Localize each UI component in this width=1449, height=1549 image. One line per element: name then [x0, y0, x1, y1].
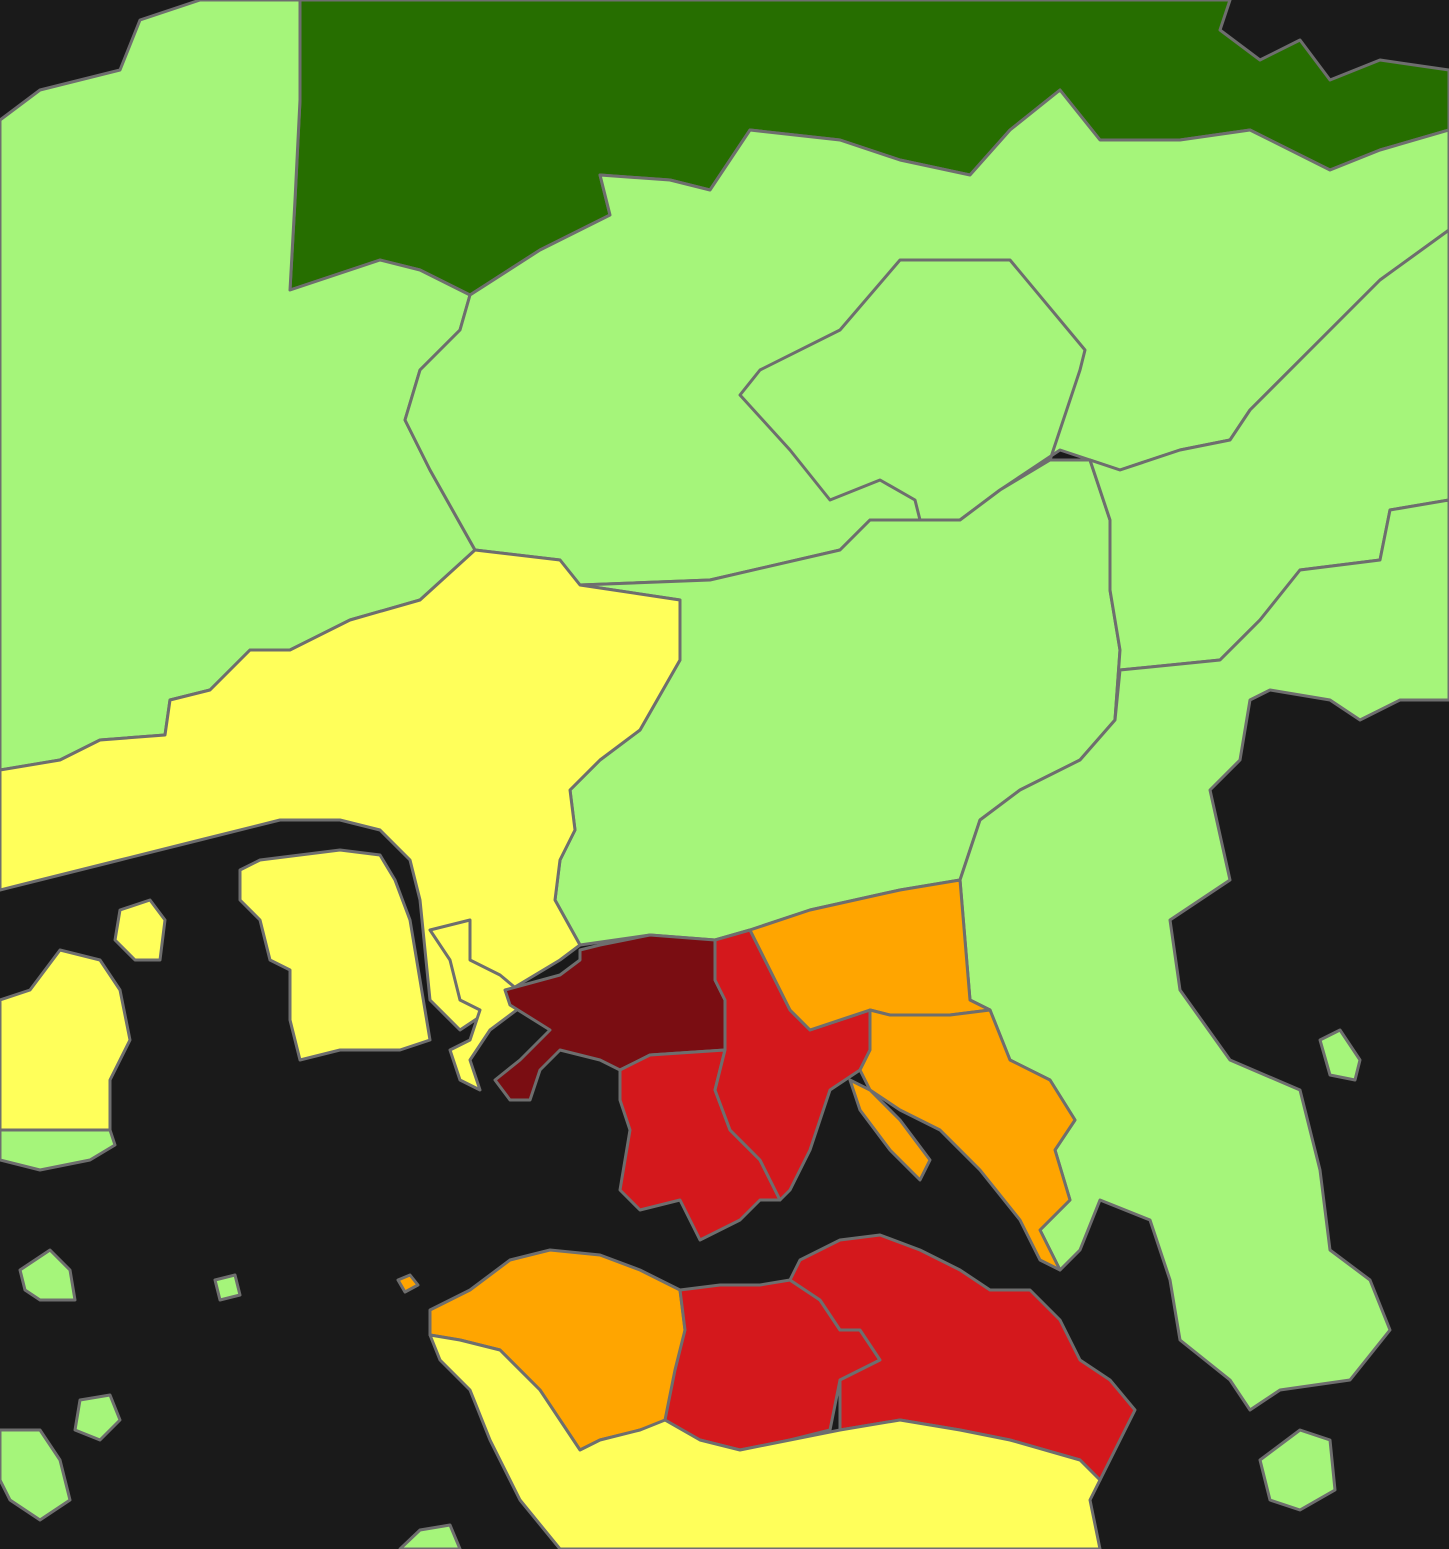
region-islet-southeast[interactable]	[1258, 1428, 1337, 1512]
region-small-islet-north[interactable]	[113, 898, 167, 962]
region-west-coast-yellow[interactable]	[0, 548, 682, 1032]
region-islet-southwest[interactable]	[213, 1273, 242, 1302]
region-islet-west-3[interactable]	[0, 1428, 72, 1522]
region-container-port[interactable]	[428, 918, 532, 1092]
region-islet-west-2[interactable]	[73, 1393, 122, 1442]
region-island-red-east[interactable]	[788, 1233, 1137, 1482]
region-island-south-yellow[interactable]	[428, 1333, 1102, 1549]
region-reclaimed-island[interactable]	[238, 848, 432, 1062]
region-islet-east-lake[interactable]	[1318, 1028, 1362, 1082]
region-orange-east-strip[interactable]	[848, 1078, 932, 1182]
region-west-island-green[interactable]	[0, 1128, 117, 1172]
region-islet-west-1[interactable]	[18, 1248, 77, 1302]
region-islet-bottom[interactable]	[398, 1523, 462, 1549]
region-islet-small-orange[interactable]	[396, 1273, 420, 1294]
